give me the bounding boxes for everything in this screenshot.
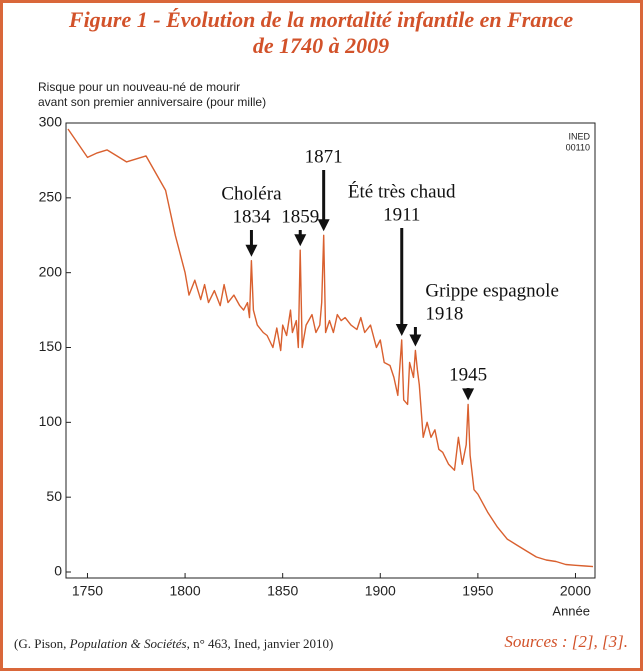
- y-tick-label: 50: [46, 488, 62, 504]
- annotation-arrowhead: [409, 334, 422, 347]
- y-tick-label: 200: [39, 263, 63, 279]
- source-note: (G. Pison, Population & Sociétés, n° 463…: [14, 636, 333, 651]
- x-axis-label: Année: [552, 603, 590, 618]
- y-tick-label: 100: [39, 413, 63, 429]
- x-tick-label: 1950: [462, 583, 493, 599]
- x-tick-label: 1900: [365, 583, 396, 599]
- annotation-text: 1834: [232, 206, 271, 227]
- annotation-arrowhead: [245, 244, 258, 257]
- y-axis-label: avant son premier anniversaire (pour mil…: [38, 95, 266, 109]
- y-tick-label: 300: [39, 114, 63, 130]
- y-tick-label: 250: [39, 189, 63, 205]
- x-tick-label: 1800: [169, 583, 200, 599]
- x-tick-label: 2000: [560, 583, 591, 599]
- badge: 00110: [566, 142, 590, 152]
- annotation-text: Été très chaud: [348, 180, 456, 202]
- annotation-text: 1945: [449, 364, 487, 385]
- annotation-arrowhead: [317, 219, 330, 232]
- annotation-arrowhead: [462, 388, 475, 401]
- annotation-text: Grippe espagnole: [425, 280, 558, 301]
- annotation-text: 1918: [425, 303, 463, 324]
- x-tick-label: 1850: [267, 583, 298, 599]
- annotation-arrowhead: [294, 234, 307, 247]
- sources: Sources : [2], [3].: [504, 632, 628, 651]
- plot-area: [65, 122, 596, 579]
- source-note-part: Population & Sociétés: [69, 636, 187, 651]
- annotation-text: Choléra: [221, 183, 282, 204]
- annotation-text: 1859: [281, 206, 319, 227]
- source-note-part: (G. Pison,: [14, 636, 70, 651]
- x-tick-label: 1750: [72, 583, 103, 599]
- y-tick-label: 0: [54, 563, 62, 579]
- annotation-text: 1871: [305, 146, 343, 167]
- line: [67, 128, 594, 568]
- source-note-part: , n° 463, Ined, janvier 2010): [187, 636, 334, 651]
- annotation-arrowhead: [395, 324, 408, 337]
- y-axis-label: Risque pour un nouveau-né de mourir: [38, 80, 240, 94]
- chart-title: Figure 1 - Évolution de la mortalité inf…: [68, 7, 573, 32]
- chart-title: de 1740 à 2009: [253, 33, 389, 58]
- annotation-text: 1911: [383, 204, 420, 225]
- y-tick-label: 150: [39, 338, 63, 354]
- badge: INED: [568, 131, 590, 141]
